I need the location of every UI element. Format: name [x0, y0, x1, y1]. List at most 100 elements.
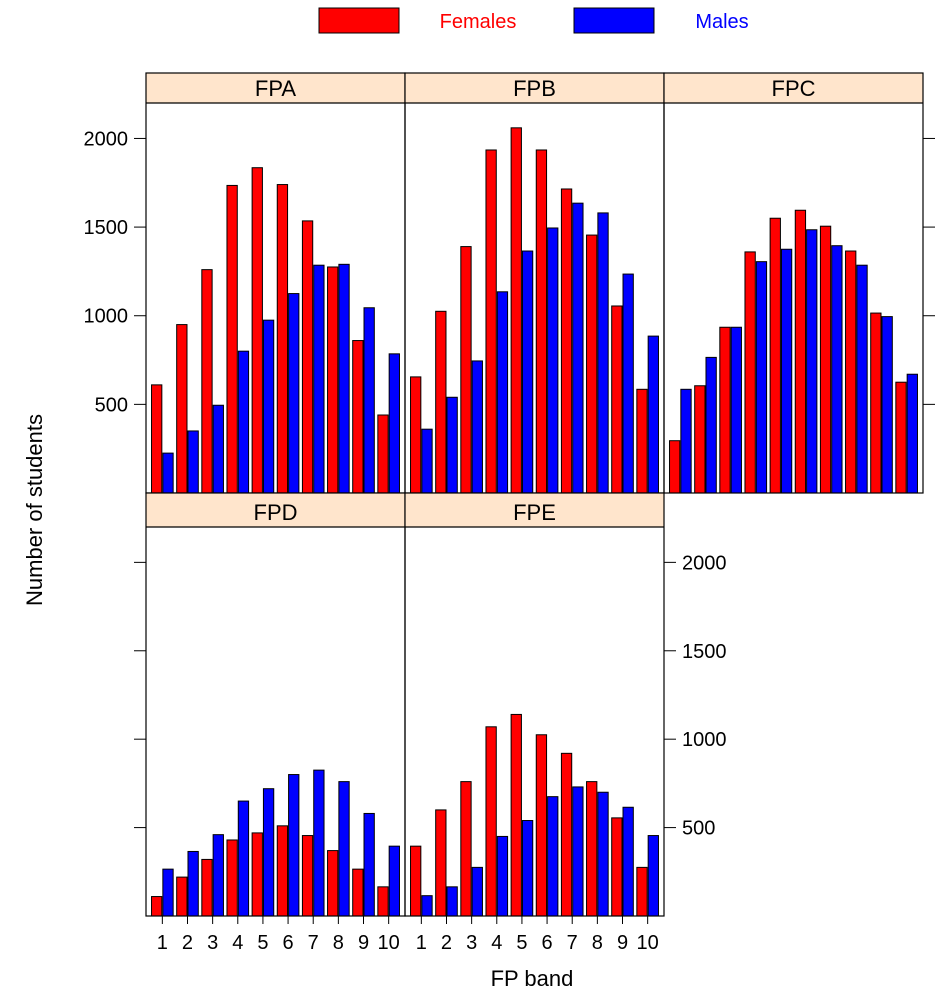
panels: FPA FPB FPC FPD FPE: [145, 72, 924, 917]
bar-fpb-females-7: [560, 188, 573, 494]
bar-fpc-females-4: [744, 251, 756, 494]
bar-fpd-females-9: [352, 868, 364, 917]
bar-fpc-males-9: [881, 316, 893, 494]
x-tick-label: 3: [466, 932, 477, 954]
bar-fpb-males-6: [547, 227, 559, 494]
x-tick-label: 7: [567, 932, 578, 954]
strip-fpa: [146, 73, 405, 103]
bar-fpd-females-6: [276, 825, 289, 917]
bar-fpa-males-10: [388, 353, 400, 494]
strip-label-fpe: FPE: [513, 500, 556, 525]
strip-fpe: [405, 493, 664, 527]
bar-fpe-males-5: [521, 820, 534, 917]
bar-fpc-females-10: [895, 381, 907, 494]
bar-fpc-males-2: [705, 356, 717, 494]
bar-fpa-females-1: [151, 384, 163, 494]
bar-fpe-males-9: [622, 806, 634, 917]
y-tick-label: 500: [682, 818, 715, 840]
y-tick-label: 2000: [84, 128, 129, 150]
y-tick-label: 1500: [84, 217, 129, 239]
bar-fpd-males-7: [313, 769, 325, 917]
bar-fpd-males-2: [187, 850, 199, 917]
bar-fpa-males-2: [187, 430, 199, 494]
panel-frame: [404, 492, 665, 917]
x-axis-label: FP band: [491, 966, 574, 991]
x-tick-label: 4: [232, 932, 243, 954]
y-tick-label: 1000: [682, 729, 727, 751]
panel-fpd: FPD: [145, 492, 406, 917]
bar-fpc-females-8: [845, 250, 857, 494]
bar-fpe-females-1: [410, 845, 422, 917]
bar-fpa-females-6: [276, 184, 289, 494]
bar-fpa-males-4: [237, 350, 250, 494]
bar-fpe-females-9: [611, 817, 623, 917]
bar-fpa-males-1: [162, 452, 174, 494]
x-tick-label: 5: [516, 932, 527, 954]
bar-fpb-females-9: [611, 305, 623, 494]
bar-fpa-males-5: [262, 319, 275, 494]
bar-fpe-males-3: [471, 866, 483, 917]
x-tick-label: 2: [441, 932, 452, 954]
x-tick-label: 8: [333, 932, 344, 954]
bar-fpd-males-6: [288, 774, 300, 917]
bar-fpe-males-7: [572, 786, 584, 917]
bar-fpa-females-3: [201, 269, 213, 494]
bar-fpc-males-4: [755, 261, 768, 494]
panel-fpc: FPC: [663, 72, 924, 494]
bar-fpa-females-7: [301, 220, 314, 494]
x-tick-label: 1: [416, 932, 427, 954]
bar-fpb-females-8: [586, 234, 598, 494]
bar-fpd-females-3: [201, 858, 213, 917]
x-tick-label: 2: [182, 932, 193, 954]
bar-fpa-females-5: [251, 167, 263, 494]
bar-fpd-females-8: [327, 850, 339, 917]
bar-fpb-males-2: [446, 396, 458, 494]
bar-fpd-males-5: [262, 788, 275, 917]
bar-fpa-males-6: [288, 293, 300, 494]
bar-fpb-females-3: [460, 246, 472, 494]
bar-fpd-females-5: [251, 832, 263, 917]
bar-fpd-males-1: [162, 868, 174, 917]
bar-fpa-females-10: [377, 414, 389, 494]
x-tick-label: 8: [592, 932, 603, 954]
x-tick-label: 7: [308, 932, 319, 954]
y-tick-label: 1000: [84, 306, 129, 328]
bar-fpc-females-7: [819, 225, 832, 494]
bar-fpe-females-2: [435, 809, 447, 917]
bar-fpa-males-3: [212, 404, 224, 494]
x-tick-label: 9: [617, 932, 628, 954]
legend-swatch-males: [573, 7, 655, 34]
legend-swatch-females: [318, 7, 400, 34]
bar-fpb-females-6: [535, 149, 548, 494]
bar-fpd-females-10: [377, 886, 389, 917]
bar-fpb-females-5: [510, 127, 522, 494]
bar-fpc-males-5: [780, 248, 793, 494]
bar-fpc-females-2: [694, 385, 706, 494]
bar-fpb-females-4: [485, 149, 497, 494]
bar-fpb-males-7: [572, 202, 584, 494]
bar-fpc-males-8: [856, 264, 868, 494]
strip-fpb: [405, 73, 664, 103]
bar-fpd-females-2: [176, 876, 188, 917]
bar-fpe-females-7: [560, 752, 573, 917]
bar-fpe-males-8: [597, 791, 609, 917]
x-tick-label: 10: [378, 932, 400, 954]
bar-fpb-males-10: [647, 335, 659, 494]
panel-fpa: FPA: [145, 72, 406, 494]
x-tick-label: 9: [358, 932, 369, 954]
strip-label-fpa: FPA: [255, 76, 296, 101]
y-axis-label: Number of students: [22, 414, 47, 606]
bar-fpc-males-3: [730, 326, 742, 494]
bar-fpd-males-8: [338, 781, 350, 917]
bar-fpd-males-4: [237, 800, 250, 917]
bar-fpe-females-6: [535, 734, 548, 917]
bar-fpb-males-3: [471, 360, 483, 494]
y-tick-label: 500: [95, 394, 128, 416]
strip-fpd: [146, 493, 405, 527]
legend-label-males: Males: [695, 11, 748, 33]
bar-fpe-females-5: [510, 713, 522, 917]
bar-fpb-females-1: [410, 376, 422, 494]
bar-fpa-females-2: [176, 324, 188, 494]
bar-fpe-males-2: [446, 886, 458, 917]
x-tick-label: 10: [637, 932, 659, 954]
